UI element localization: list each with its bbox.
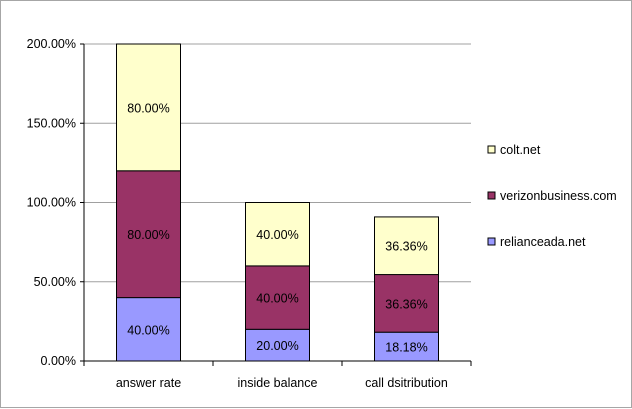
bar-segment-verizonbusiness-com — [116, 170, 181, 299]
legend-label: colt.net — [500, 143, 541, 157]
legend-label: verizonbusiness.com — [500, 189, 617, 203]
bar-segment-verizonbusiness-com — [374, 274, 439, 333]
bar-segment-colt-net — [116, 43, 181, 172]
y-tick-label: 200.00% — [27, 37, 76, 51]
legend: colt.net verizonbusiness.com relianceada.n… — [487, 143, 617, 249]
y-tick-label: 50.00% — [34, 275, 76, 289]
data-label: 36.36% — [385, 240, 427, 254]
legend-swatch — [487, 191, 496, 200]
bar-segment-relianceada-net — [374, 331, 439, 362]
bar-segment-relianceada-net — [245, 328, 310, 362]
legend-swatch — [487, 237, 496, 246]
data-label: 40.00% — [256, 228, 298, 242]
y-tick-label: 150.00% — [27, 116, 76, 130]
data-label: 80.00% — [127, 101, 169, 115]
x-axis: answer rate inside balance call dsitributi… — [83, 360, 472, 390]
bars: 40.00% 80.00% 80.00% 20.00% 40.00% 40.00% 18.1… — [116, 43, 439, 362]
data-label: 18.18% — [385, 341, 427, 355]
bar-segment-colt-net — [374, 216, 439, 276]
data-label: 36.36% — [385, 297, 427, 311]
data-label: 20.00% — [256, 339, 298, 353]
x-tick-label: answer rate — [116, 376, 181, 390]
legend-label: relianceada.net — [500, 235, 586, 249]
x-tick-label: call dsitribution — [365, 376, 448, 390]
data-label: 40.00% — [256, 292, 298, 306]
data-label: 40.00% — [127, 323, 169, 337]
y-tick-label: 0.00% — [41, 354, 76, 368]
bar-segment-colt-net — [245, 202, 310, 267]
data-label: 80.00% — [127, 228, 169, 242]
x-tick-label: inside balance — [238, 376, 318, 390]
y-tick-label: 100.00% — [27, 196, 76, 210]
legend-swatch — [487, 145, 496, 154]
y-axis: 0.00% 50.00% 100.00% 150.00% 200.00% — [27, 37, 85, 368]
